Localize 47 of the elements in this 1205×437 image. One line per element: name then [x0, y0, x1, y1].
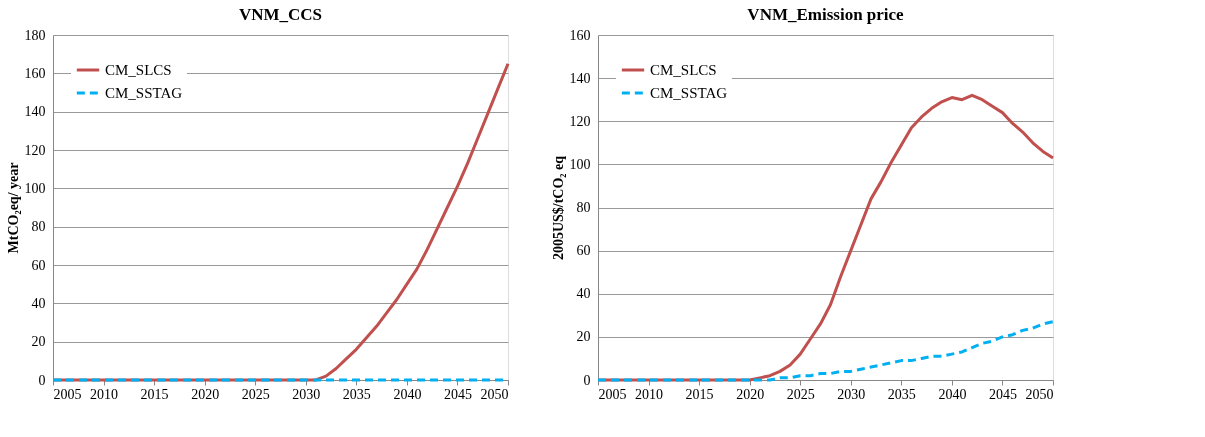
- y-tick-label: 160: [569, 27, 591, 43]
- y-tick-label: 20: [31, 334, 46, 350]
- y-tick-label: 60: [31, 257, 46, 273]
- x-tick-label: 2010: [90, 386, 119, 402]
- x-tick-label: 2005: [53, 386, 82, 402]
- x-tick-label: 2025: [786, 386, 815, 402]
- x-tick-label: 2035: [887, 386, 916, 402]
- x-tick-label: 2050: [480, 386, 509, 402]
- y-tick-label: 120: [24, 142, 46, 158]
- x-tick-label: 2015: [685, 386, 714, 402]
- y-tick-label: 40: [576, 286, 591, 302]
- x-tick-label: 2030: [292, 386, 321, 402]
- y-tick-label: 180: [24, 27, 46, 43]
- y-tick-label: 120: [569, 113, 591, 129]
- x-tick-label: 2045: [443, 386, 472, 402]
- y-tick-label: 0: [38, 372, 46, 388]
- x-tick-label: 2020: [736, 386, 765, 402]
- x-tick-label: 2030: [837, 386, 866, 402]
- y-tick-label: 40: [31, 295, 46, 311]
- y-axis-title: 2005US$/tCO₂ eq: [550, 155, 566, 261]
- legend-label: CM_SSTAG: [105, 85, 183, 101]
- y-tick-label: 140: [569, 70, 591, 86]
- y-tick-label: 80: [576, 200, 591, 215]
- y-tick-label: 140: [24, 104, 46, 120]
- y-tick-label: 160: [24, 65, 46, 81]
- x-tick-label: 2020: [191, 386, 220, 402]
- chart-title: VNM_CCS: [238, 5, 323, 24]
- x-tick-label: 2050: [1025, 386, 1054, 402]
- x-tick-label: 2025: [241, 386, 270, 402]
- y-tick-label: 100: [24, 180, 46, 196]
- y-tick-label: 0: [583, 372, 591, 388]
- x-tick-label: 2015: [140, 386, 169, 402]
- y-tick-label: 60: [576, 243, 591, 259]
- x-tick-label: 2035: [342, 386, 371, 402]
- x-tick-label: 2005: [598, 386, 627, 402]
- chart-title: VNM_Emission price: [747, 5, 905, 24]
- y-tick-label: 100: [569, 156, 591, 172]
- x-tick-label: 2010: [635, 386, 664, 402]
- y-tick-label: 80: [31, 219, 46, 235]
- x-tick-label: 2045: [988, 386, 1017, 402]
- x-tick-label: 2040: [393, 386, 422, 402]
- x-tick-label: 2040: [938, 386, 967, 402]
- legend-label: CM_SLCS: [650, 62, 717, 78]
- y-axis-title: MtCO₂eq/ year: [5, 162, 21, 254]
- legend-label: CM_SLCS: [105, 62, 172, 78]
- y-tick-label: 20: [576, 329, 591, 345]
- legend-label: CM_SSTAG: [650, 85, 728, 101]
